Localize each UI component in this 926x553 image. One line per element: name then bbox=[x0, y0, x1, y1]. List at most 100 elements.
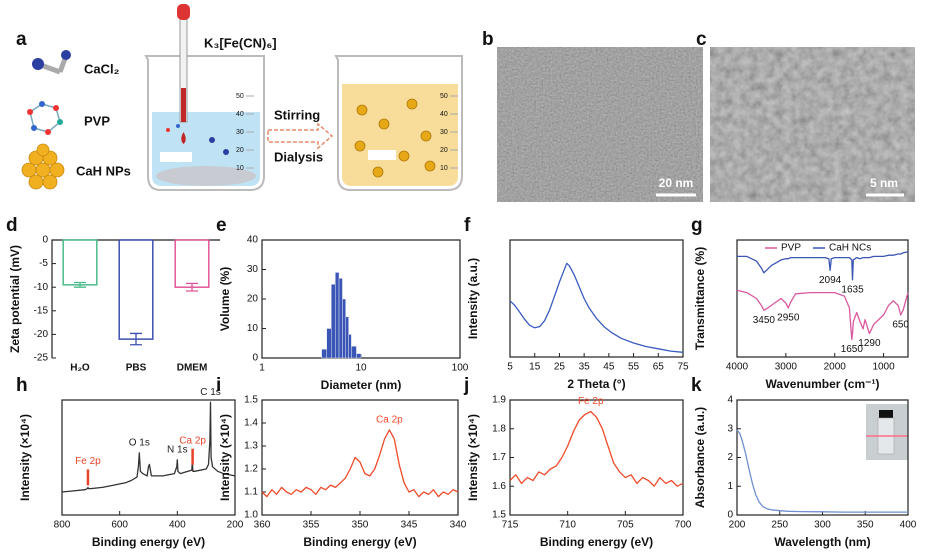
line-series bbox=[737, 251, 909, 281]
panel-label: b bbox=[482, 29, 494, 50]
axis-frame bbox=[736, 239, 909, 358]
stir-bar bbox=[160, 152, 192, 162]
beaker-scale: 40 bbox=[440, 111, 448, 118]
annotation: Fe 2p bbox=[75, 456, 101, 467]
x-axis-label: Wavenumber (cm⁻¹) bbox=[766, 377, 880, 391]
reagent-label: CaH NPs bbox=[76, 163, 131, 178]
beaker-scale: 20 bbox=[236, 147, 244, 154]
liquid bbox=[342, 84, 458, 186]
y-tick-label: 0 bbox=[727, 510, 733, 521]
beaker bbox=[334, 55, 463, 191]
x-tick-label: 710 bbox=[559, 520, 576, 531]
droplet bbox=[181, 132, 186, 144]
annotation: Fe 2p bbox=[578, 396, 604, 407]
line-series bbox=[61, 401, 236, 493]
axis-frame bbox=[509, 239, 684, 358]
annotation: C 1s bbox=[200, 387, 221, 398]
y-tick-label: 1.0 bbox=[244, 510, 258, 521]
tem-tint bbox=[710, 47, 915, 202]
particle bbox=[356, 104, 368, 116]
icon bbox=[28, 174, 44, 190]
panel-label: a bbox=[16, 29, 27, 50]
chart: g Transmittance (%) Wavenumber (cm⁻¹) 4000 3… bbox=[691, 215, 909, 391]
panel-label: h bbox=[16, 375, 28, 396]
x-axis-label: Diameter (nm) bbox=[321, 378, 402, 392]
particle bbox=[354, 140, 366, 152]
ion bbox=[176, 124, 180, 128]
legend-label: CaH NCs bbox=[829, 243, 871, 254]
x-axis-label: Binding energy (eV) bbox=[92, 535, 205, 549]
tem-tint bbox=[497, 47, 703, 202]
icon bbox=[45, 129, 51, 135]
y-axis-label: Transmittance (%) bbox=[693, 247, 707, 350]
bar bbox=[174, 239, 210, 288]
y-tick-label: 1.7 bbox=[492, 452, 506, 463]
y-tick-label: 10 bbox=[247, 323, 259, 334]
label-patch bbox=[368, 150, 396, 160]
y-axis-label: Volume (%) bbox=[218, 267, 232, 331]
x-tick-label: 400 bbox=[169, 520, 186, 531]
peak-label: 3450 bbox=[753, 315, 776, 326]
x-tick-label: 250 bbox=[771, 520, 788, 531]
step-label: Stirring bbox=[274, 107, 320, 122]
x-tick-label: 705 bbox=[617, 520, 634, 531]
x-tick-label: 300 bbox=[814, 520, 831, 531]
beaker bbox=[144, 55, 265, 191]
peak-label: 1650 bbox=[841, 344, 864, 355]
x-axis-label: Wavelength (nm) bbox=[774, 535, 870, 549]
x-tick-label: 25 bbox=[554, 362, 566, 373]
x-tick-label: 800 bbox=[54, 520, 71, 531]
x-tick-label: 715 bbox=[502, 520, 519, 531]
y-tick-label: 1.4 bbox=[244, 418, 258, 429]
icon bbox=[42, 174, 58, 190]
x-tick-label: 4000 bbox=[726, 362, 749, 373]
scale-label: 5 nm bbox=[870, 176, 898, 190]
y-axis-label: Intensity (×10⁴) bbox=[18, 414, 32, 501]
y-tick-label: 1.2 bbox=[244, 464, 258, 475]
histogram-bar bbox=[348, 334, 352, 359]
y-tick-label: 0 bbox=[252, 353, 258, 364]
icon bbox=[31, 125, 37, 131]
dropper-liquid bbox=[181, 88, 186, 122]
bar bbox=[62, 239, 98, 286]
vial-cap bbox=[879, 410, 893, 418]
x-tick-label: 45 bbox=[603, 362, 615, 373]
particle bbox=[372, 166, 384, 178]
error-bar bbox=[130, 332, 142, 346]
histogram-bar bbox=[356, 353, 362, 359]
legend-label: PVP bbox=[781, 243, 801, 254]
y-axis-label: Intensity (×10⁴) bbox=[466, 414, 480, 501]
axis-frame bbox=[261, 239, 461, 359]
x-tick-label: 345 bbox=[401, 520, 418, 531]
y-tick-label: -5 bbox=[39, 258, 48, 269]
y-tick-label: 1 bbox=[727, 481, 733, 492]
reagent-label: PVP bbox=[84, 113, 110, 128]
x-tick-label: DMEM bbox=[177, 363, 208, 374]
precursor-label: K₃[Fe(CN)₆] bbox=[204, 35, 277, 50]
reagent-label: CaCl₂ bbox=[84, 61, 120, 76]
panel-label: j bbox=[463, 375, 469, 396]
icon bbox=[35, 162, 51, 178]
y-tick-label: 1.3 bbox=[244, 441, 258, 452]
y-axis-label: Zeta potential (mV) bbox=[8, 245, 22, 353]
y-tick-label: 40 bbox=[247, 235, 259, 246]
x-tick-label: 35 bbox=[579, 362, 591, 373]
histogram-bar bbox=[335, 272, 340, 359]
y-tick-label: -10 bbox=[34, 282, 49, 293]
panel-label: g bbox=[691, 215, 703, 236]
x-tick-label: 355 bbox=[303, 520, 320, 531]
y-tick-label: 1.5 bbox=[244, 395, 258, 406]
y-tick-label: 1.5 bbox=[492, 510, 506, 521]
x-tick-label: H₂O bbox=[70, 363, 90, 374]
line-series bbox=[509, 262, 684, 353]
icon bbox=[53, 105, 59, 111]
icon bbox=[49, 162, 65, 178]
x-tick-label: 2000 bbox=[824, 362, 847, 373]
chart: h Intensity (×10⁴) Binding energy (eV) 800 6… bbox=[16, 375, 244, 549]
histogram-bar bbox=[321, 348, 327, 359]
y-tick-label: 1.8 bbox=[492, 423, 506, 434]
panel-label: d bbox=[6, 215, 18, 236]
beaker-scale: 10 bbox=[440, 165, 448, 172]
beaker-scale: 20 bbox=[440, 147, 448, 154]
annotation: Ca 2p bbox=[179, 435, 206, 446]
